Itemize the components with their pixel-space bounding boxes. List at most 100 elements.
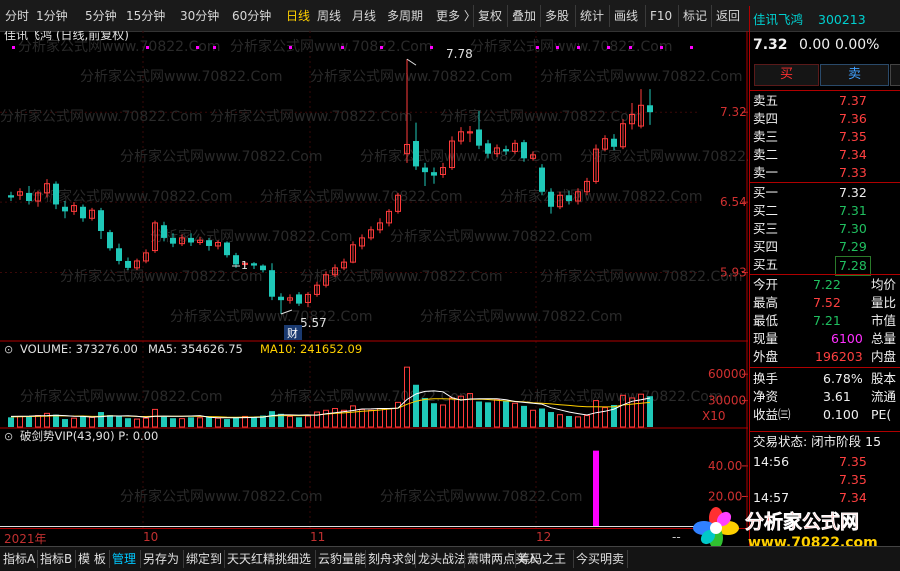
candle[interactable] bbox=[215, 240, 221, 250]
candle[interactable] bbox=[647, 89, 653, 125]
candle[interactable] bbox=[17, 188, 23, 200]
candle[interactable] bbox=[134, 258, 140, 271]
candle[interactable] bbox=[548, 188, 554, 214]
candle[interactable] bbox=[80, 204, 86, 222]
period-5-button[interactable]: 60分钟 bbox=[232, 9, 272, 23]
sell-button[interactable]: 卖 bbox=[820, 64, 889, 86]
formula-tab-9[interactable]: 龙头战法 bbox=[418, 552, 467, 566]
candle[interactable] bbox=[152, 220, 158, 253]
candle[interactable] bbox=[53, 181, 59, 210]
candle[interactable] bbox=[233, 252, 239, 268]
indicator-toggle-icon[interactable]: ⊙ bbox=[4, 430, 13, 443]
volume-toggle-icon[interactable]: ⊙ bbox=[4, 343, 13, 356]
candle[interactable] bbox=[260, 264, 266, 273]
candle[interactable] bbox=[206, 237, 212, 251]
candle[interactable] bbox=[62, 200, 68, 219]
candle[interactable] bbox=[350, 241, 356, 264]
formula-tab-0[interactable]: 指标A bbox=[3, 552, 36, 566]
candle[interactable] bbox=[89, 207, 95, 221]
candle[interactable] bbox=[413, 122, 419, 170]
period-6-button[interactable]: 日线 bbox=[286, 9, 311, 23]
formula-tab-12[interactable]: 今买明卖 bbox=[576, 552, 625, 566]
candle[interactable] bbox=[143, 249, 149, 264]
buy-button[interactable]: 买 bbox=[754, 64, 819, 86]
candle[interactable] bbox=[359, 234, 365, 250]
candle[interactable] bbox=[179, 234, 185, 246]
tool-5-button[interactable]: F10 bbox=[650, 9, 673, 23]
candle[interactable] bbox=[116, 243, 122, 265]
formula-tab-5[interactable]: 绑定到 bbox=[186, 552, 223, 566]
tool-7-button[interactable]: 返回 bbox=[716, 9, 741, 23]
candle[interactable] bbox=[395, 192, 401, 214]
tool-4-button[interactable]: 画线 bbox=[614, 9, 639, 23]
tool-6-button[interactable]: 标记 bbox=[683, 9, 708, 23]
candle[interactable] bbox=[458, 127, 464, 145]
candle[interactable] bbox=[566, 190, 572, 205]
candle[interactable] bbox=[314, 281, 320, 297]
more-button[interactable] bbox=[890, 64, 900, 86]
candle[interactable] bbox=[386, 209, 392, 227]
candle[interactable] bbox=[251, 262, 257, 270]
kline-chart[interactable]: 分析家公式网www.70822.Com 分析家公式网www.70822.Com 分析… bbox=[0, 31, 748, 528]
formula-tab-8[interactable]: 刻舟求剑 bbox=[368, 552, 417, 566]
candle[interactable] bbox=[377, 218, 383, 234]
scroll-marker[interactable]: -- bbox=[672, 530, 681, 544]
candle[interactable] bbox=[305, 292, 311, 308]
candle[interactable] bbox=[638, 89, 644, 129]
period-2-button[interactable]: 5分钟 bbox=[85, 9, 117, 23]
formula-tab-4[interactable]: 另存为 bbox=[143, 552, 180, 566]
period-7-button[interactable]: 周线 bbox=[317, 9, 342, 23]
candle[interactable] bbox=[98, 207, 104, 240]
candle[interactable] bbox=[161, 221, 167, 242]
candle[interactable] bbox=[404, 59, 410, 163]
candle[interactable] bbox=[494, 144, 500, 158]
candle[interactable] bbox=[368, 226, 374, 241]
period-0-button[interactable]: 分时 bbox=[5, 9, 30, 23]
candle[interactable] bbox=[575, 188, 581, 205]
formula-tab-1[interactable]: 指标B bbox=[40, 552, 73, 566]
candle[interactable] bbox=[521, 139, 527, 162]
candle[interactable] bbox=[530, 151, 536, 161]
candle[interactable] bbox=[8, 191, 14, 201]
candle[interactable] bbox=[269, 263, 275, 301]
tool-0-button[interactable]: 复权 bbox=[478, 9, 503, 23]
candle[interactable] bbox=[629, 102, 635, 130]
candle[interactable] bbox=[512, 139, 518, 154]
candle[interactable] bbox=[584, 177, 590, 196]
candle[interactable] bbox=[341, 258, 347, 271]
candle[interactable] bbox=[323, 271, 329, 288]
tool-2-button[interactable]: 多股 bbox=[545, 9, 570, 23]
formula-tab-11[interactable]: 筹码之王 bbox=[518, 552, 567, 566]
candle[interactable] bbox=[440, 162, 446, 178]
candle[interactable] bbox=[503, 145, 509, 155]
candle[interactable] bbox=[467, 126, 473, 143]
cai-marker-box[interactable] bbox=[284, 325, 302, 340]
candle[interactable] bbox=[602, 135, 608, 152]
candle[interactable] bbox=[278, 293, 284, 315]
candle[interactable] bbox=[26, 186, 32, 205]
period-3-button[interactable]: 15分钟 bbox=[126, 9, 166, 23]
candle-series[interactable] bbox=[8, 59, 653, 315]
candle[interactable] bbox=[422, 162, 428, 186]
candle[interactable] bbox=[476, 111, 482, 150]
period-10-button[interactable]: 更多 〉 bbox=[436, 9, 476, 23]
candle[interactable] bbox=[620, 119, 626, 150]
period-8-button[interactable]: 月线 bbox=[352, 9, 377, 23]
candle[interactable] bbox=[125, 257, 131, 271]
candle[interactable] bbox=[107, 229, 113, 251]
formula-tab-2[interactable]: 模 板 bbox=[78, 552, 106, 566]
candle[interactable] bbox=[485, 139, 491, 159]
formula-tab-3[interactable]: 管理 bbox=[112, 552, 137, 566]
tool-1-button[interactable]: 叠加 bbox=[512, 9, 537, 23]
candle[interactable] bbox=[170, 233, 176, 248]
tool-3-button[interactable]: 统计 bbox=[580, 9, 605, 23]
formula-tab-10[interactable]: 萧啸两点买入 bbox=[467, 552, 540, 566]
formula-tab-6[interactable]: 天天红精挑细选 bbox=[227, 552, 312, 566]
candle[interactable] bbox=[449, 136, 455, 170]
formula-tab-7[interactable]: 云豹量能 bbox=[318, 552, 367, 566]
candle[interactable] bbox=[71, 202, 77, 215]
candle[interactable] bbox=[611, 134, 617, 151]
candle[interactable] bbox=[296, 292, 302, 306]
period-1-button[interactable]: 1分钟 bbox=[36, 9, 68, 23]
candle[interactable] bbox=[431, 167, 437, 184]
